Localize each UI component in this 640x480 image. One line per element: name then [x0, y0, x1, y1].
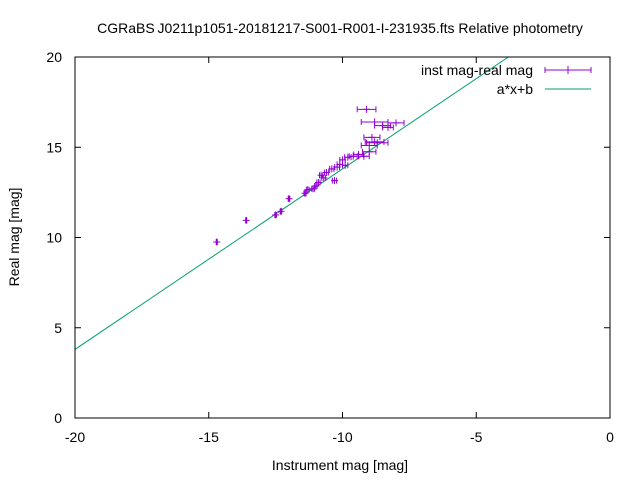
data-point: [344, 153, 352, 161]
data-point: [360, 118, 389, 126]
data-point: [304, 186, 312, 194]
data-point: [322, 169, 330, 177]
data-point: [285, 195, 293, 203]
data-point: [358, 152, 370, 160]
data-point: [363, 133, 381, 141]
legend: inst mag-real mag a*x+b: [421, 62, 592, 97]
x-tick-label: -5: [470, 429, 483, 445]
x-tick-label: -15: [199, 429, 219, 445]
data-point: [341, 161, 349, 169]
data-point: [356, 105, 377, 113]
legend-label-points: inst mag-real mag: [421, 62, 533, 78]
y-tick-label: 10: [46, 230, 62, 246]
legend-label-fit: a*x+b: [497, 81, 533, 97]
legend-sample-points: [544, 66, 592, 74]
x-tick-label: -20: [65, 429, 85, 445]
data-point: [314, 178, 322, 186]
y-axis-title: Real mag [mag]: [6, 188, 22, 287]
plot-frame: [74, 56, 611, 419]
x-tick-label: 0: [606, 429, 614, 445]
x-axis-title: Instrument mag [mag]: [272, 457, 408, 473]
x-tick-label: -10: [332, 429, 352, 445]
y-tick-label: 0: [54, 410, 62, 426]
data-point: [382, 123, 394, 131]
y-tick-label: 5: [54, 320, 62, 336]
data-point: [362, 148, 377, 156]
fit-line: [75, 57, 509, 350]
data-point: [366, 139, 389, 147]
y-tick-label: 15: [46, 139, 62, 155]
data-point: [330, 177, 338, 185]
y-tick-label: 20: [46, 49, 62, 65]
data-point: [277, 207, 285, 215]
data-point: [242, 216, 250, 224]
data-point: [348, 152, 358, 160]
chart-title: CGRaBS J0211p1051-20181217-S001-R001-I-2…: [97, 20, 583, 36]
data-point: [320, 174, 328, 182]
data-point: [213, 238, 221, 246]
data-point: [364, 138, 385, 146]
data-point: [272, 211, 280, 219]
